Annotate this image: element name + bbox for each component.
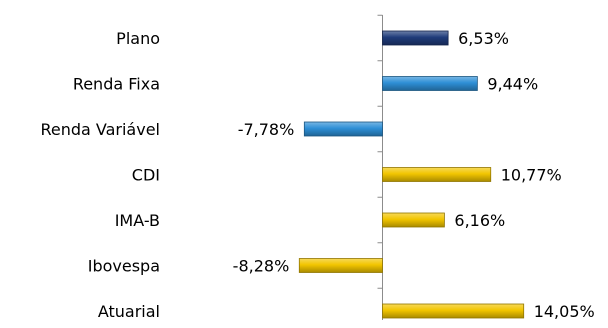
bar <box>382 167 492 182</box>
data-label: 10,77% <box>501 166 562 185</box>
category-label: IMA-B <box>115 211 160 230</box>
data-label: 14,05% <box>534 302 595 321</box>
bars <box>298 30 525 319</box>
category-label: Renda Fixa <box>73 75 160 94</box>
data-label: -7,78% <box>238 120 295 139</box>
data-label: 9,44% <box>487 75 538 94</box>
category-label: CDI <box>132 166 160 185</box>
data-label: 6,16% <box>454 211 505 230</box>
category-label: Atuarial <box>98 302 160 321</box>
bar <box>298 258 383 273</box>
data-label: -8,28% <box>233 257 290 276</box>
bar <box>382 303 525 319</box>
category-label: Plano <box>116 29 160 48</box>
bar <box>382 30 449 46</box>
bar <box>382 76 478 91</box>
bar <box>303 121 383 137</box>
category-label: Renda Variável <box>40 120 160 139</box>
category-label: Ibovespa <box>88 257 160 276</box>
data-label: 6,53% <box>458 29 509 48</box>
value-labels: 6,53% 9,44% -7,78% 10,77% 6,16% -8,28% 14,05% <box>233 29 595 321</box>
axis-ticks <box>377 14 383 289</box>
category-labels: Plano Renda Fixa Renda Variável CDI IMA-B Ibo… <box>40 29 160 321</box>
bar <box>382 212 445 228</box>
